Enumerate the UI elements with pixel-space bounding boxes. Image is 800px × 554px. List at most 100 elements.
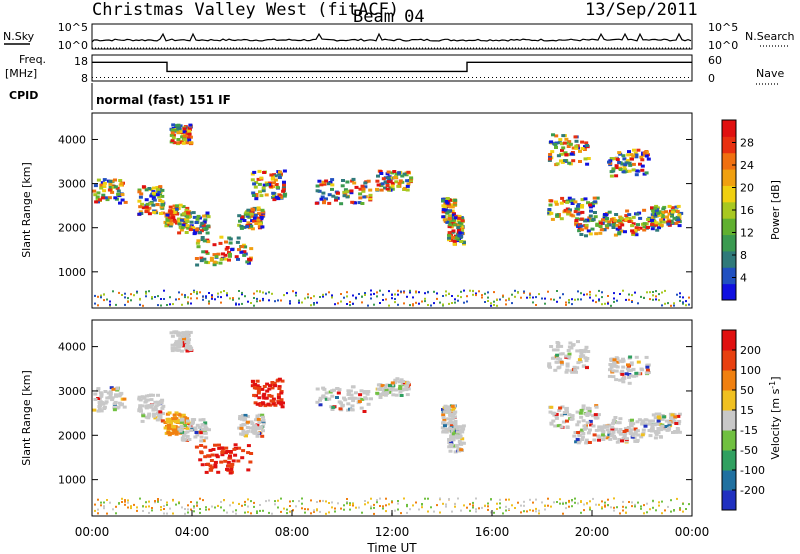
powerCells-cell [228, 254, 232, 258]
velCells-ground-cell [292, 509, 294, 512]
powerCells-ground-cell [205, 295, 207, 298]
powerCells-cell [460, 217, 465, 221]
velCells-ground-cell [568, 499, 570, 502]
powerCells-cell [345, 180, 350, 184]
velCells-cell [653, 436, 658, 440]
powerCells-ground-cell [160, 304, 162, 307]
x-tick-label: 00:00 [675, 525, 710, 539]
velCells-cell [180, 335, 185, 339]
powerCells-ground-cell [340, 293, 342, 295]
powerCells-ground-cell [409, 291, 411, 294]
date-label: 13/Sep/2011 [585, 0, 698, 20]
velCells-cell [112, 402, 117, 406]
velCells-cell [117, 394, 122, 398]
velCells-cell [627, 381, 632, 385]
powerCells-ground-cell [490, 304, 492, 307]
powerCells-ground-cell [193, 289, 195, 292]
velCells-ground-cell [256, 512, 258, 514]
powerCells-ground-cell [196, 297, 198, 300]
velCells-cell [258, 403, 263, 406]
velCells-cell [567, 355, 572, 359]
powerCells-ground-cell [589, 290, 591, 293]
powerCells-cell [593, 211, 597, 214]
velCells-cell [226, 464, 231, 468]
velCells-cell [158, 417, 163, 421]
velCells-cell [597, 438, 601, 442]
velCells-cell [351, 399, 356, 403]
velCells-cell [602, 424, 607, 428]
powerCells-cell [342, 194, 347, 198]
colorbar-swatch [722, 152, 736, 170]
velCells-cell [447, 426, 452, 430]
velCells-cell [153, 416, 158, 420]
powerCells-cell [108, 186, 113, 189]
colorbar-tick-label: -50 [740, 444, 758, 457]
powerCells-ground-cell [190, 293, 192, 295]
velCells-cell [624, 437, 629, 441]
powerCells-cell [195, 263, 200, 267]
powerCells-ground-cell [244, 295, 246, 298]
velCells-cell [450, 413, 455, 417]
powerCells-cell [214, 255, 219, 259]
powerCells-cell [335, 191, 340, 195]
velCells-cell [611, 421, 616, 425]
velCells-ground-cell [454, 505, 456, 508]
velCells-cell [555, 345, 560, 348]
powerCells-cell [448, 198, 452, 202]
velCells-cell [447, 445, 452, 449]
powerCells-ground-cell [547, 290, 549, 293]
velCells-cell [395, 377, 400, 381]
velCells-cell [276, 393, 281, 397]
powerCells-cell [113, 185, 118, 189]
powerCells-cell [152, 210, 157, 214]
powerCells-cell [265, 183, 270, 187]
velCells-cell [241, 449, 246, 453]
velCells-ground-cell [220, 506, 222, 509]
powerCells-cell [368, 197, 373, 201]
powerCells-cell [254, 193, 259, 196]
powerCells-cell [670, 210, 675, 214]
powerCells-cell [447, 214, 452, 218]
velCells-cell [330, 394, 335, 398]
velCells-ground-cell [100, 504, 102, 507]
velCells-ground-cell [244, 511, 246, 514]
powerCells-cell [462, 241, 466, 245]
y-tick-label: 3000 [58, 385, 86, 398]
frequency-panel: Freq. [MHz] 18 8 60 0 Nave [5, 53, 784, 85]
powerCells-ground-cell [550, 298, 552, 301]
powerCells-ground-cell [658, 299, 660, 302]
velCells-cell [610, 425, 615, 429]
powerCells-cell [588, 232, 593, 236]
powerCells-cell [562, 141, 567, 145]
velCells-ground-cell [103, 501, 105, 504]
powerCells-cell [566, 210, 571, 214]
velCells-cell [119, 391, 124, 395]
powerCells-cell [368, 188, 373, 192]
velCells-cell [455, 436, 460, 440]
powerCells-cell [619, 229, 624, 233]
velCells-ground-cell [340, 507, 342, 510]
velCells-ground-cell [244, 500, 246, 503]
powerCells-ground-cell [160, 298, 162, 300]
powerCells-cell [141, 206, 146, 210]
velCells-cell [172, 413, 177, 417]
velCells-ground-cell [583, 503, 585, 506]
colorbar-tick-label: 50 [740, 384, 754, 397]
velCells-ground-cell [469, 503, 471, 506]
velCells-ground-cell [268, 511, 270, 514]
powerCells-cell [259, 215, 264, 219]
powerCells-cell [675, 210, 680, 213]
powerCells-cell [185, 141, 189, 145]
powerCells-cell [173, 220, 178, 224]
powerCells-cell [660, 215, 665, 218]
velCells-cell [122, 397, 127, 401]
y-tick-label: 4000 [58, 341, 86, 354]
velCells-ground-cell [151, 509, 153, 512]
colorbar-swatch [722, 201, 736, 219]
powerCells-cell [631, 162, 636, 166]
velCells-ground-cell [163, 508, 165, 510]
velCells-cell [394, 388, 399, 392]
velCells-cell [614, 378, 619, 382]
powerCells-cell [564, 153, 569, 157]
